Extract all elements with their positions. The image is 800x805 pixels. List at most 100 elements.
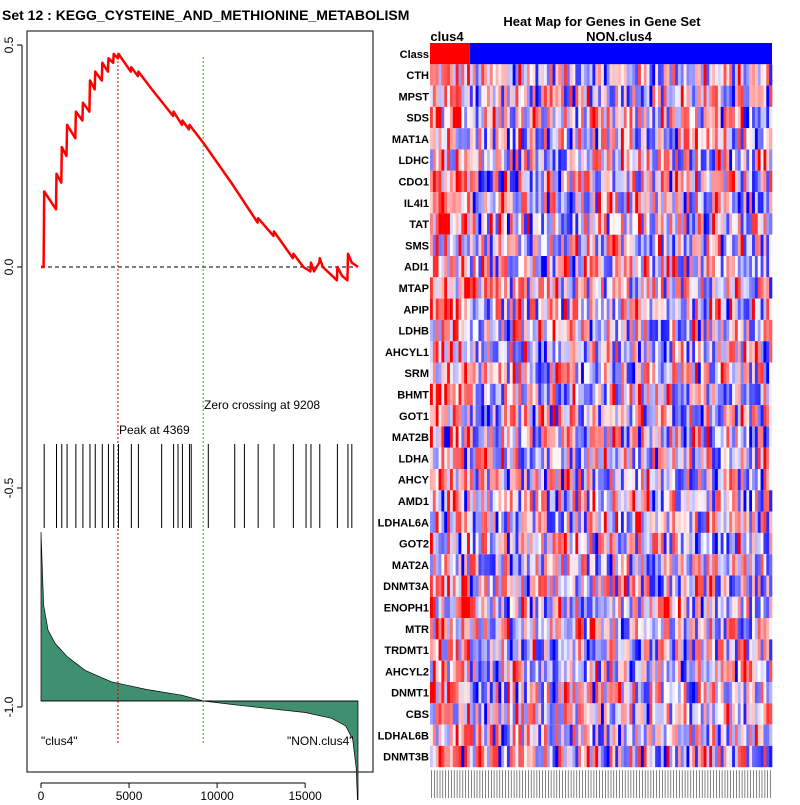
heatmap-cell [552,682,556,704]
heatmap-cell [504,724,508,746]
heatmap-cell [515,745,519,768]
heatmap-cell [712,64,716,86]
heatmap-cell [615,277,619,299]
heatmap-cell [683,319,687,342]
heatmap-cell [467,234,471,256]
heatmap-cell [472,362,476,384]
heatmap-cell [757,554,761,576]
heatmap-cell [535,64,539,86]
heatmap-cell [655,745,659,768]
heatmap-cell [752,532,756,555]
heatmap-cell [658,596,662,619]
heatmap-cell [623,192,627,214]
heatmap-cell [623,277,627,299]
heatmap-cell [432,277,436,299]
heatmap-cell [677,745,682,768]
heatmap-cell [478,319,482,342]
heatmap-cell [583,319,588,342]
heatmap-cell [583,170,588,193]
heatmap-cell [478,745,482,768]
heatmap-cell [464,405,468,427]
heatmap-cell [612,724,616,746]
heatmap-cell [452,234,456,256]
heatmap-cell [734,596,739,619]
heatmap-cell [618,724,622,746]
heatmap-cell [720,703,724,725]
heatmap-cell [524,170,528,193]
heatmap-cell [498,170,502,193]
heatmap-cell [697,256,702,278]
heatmap-cell [615,724,619,746]
heatmap-cell [609,362,613,384]
heatmap-cell [532,639,536,661]
heatmap-cell [595,447,599,469]
heatmap-cell [720,490,724,512]
heatmap-cell [686,724,690,746]
heatmap-cell [495,192,499,214]
heatmap-cell [689,532,693,555]
heatmap-cell [464,149,468,171]
heatmap-cell [620,724,625,746]
heatmap-cell [749,469,753,491]
heatmap-cell [632,682,636,704]
heatmap-cell [695,277,699,299]
heatmap-cell [549,682,553,704]
heatmap-cell [683,383,687,406]
heatmap-cell [583,405,588,427]
heatmap-cell [737,213,741,235]
heatmap-cell [452,469,456,491]
heatmap-cell [518,639,522,661]
heatmap-cell [555,362,559,384]
heatmap-cell [552,277,556,299]
heatmap-cell [615,234,619,256]
heatmap-cell [734,213,739,235]
heatmap-cell [643,213,647,235]
heatmap-cell [763,383,767,406]
heatmap-cell [487,724,491,746]
heatmap-cell [438,256,442,278]
heatmap-cell [484,85,488,107]
heatmap-cell [669,85,673,107]
heatmap-cell [712,682,716,704]
heatmap-cell [515,341,519,363]
heatmap-cell [686,192,690,214]
heatmap-cell [601,383,605,406]
heatmap-cell [447,277,451,299]
heatmap-cell [538,64,542,86]
heatmap-cell [544,277,548,299]
heatmap-cell [732,405,736,427]
heatmap-cell [626,639,630,661]
gene-label: SDS [406,113,429,125]
heatmap-cell [555,745,559,768]
heatmap-cell [643,170,647,193]
heatmap-cell [509,298,513,320]
heatmap-cell [504,639,508,661]
heatmap-cell [715,149,719,171]
heatmap-cell [521,341,525,363]
heatmap-cell [649,234,653,256]
heatmap-cell [649,362,653,384]
heatmap-cell [720,192,724,214]
heatmap-cell [589,213,593,235]
heatmap-cell [680,682,684,704]
heatmap-cell [464,128,468,150]
heatmap-cell [432,682,436,704]
heatmap-cell [518,724,522,746]
heatmap-cell [740,724,744,746]
heatmap-cell [715,298,719,320]
heatmap-cell [501,490,505,512]
heatmap-cell [663,554,667,576]
ranked-metric-area [40,531,359,805]
heatmap-cell [632,405,636,427]
heatmap-cell [569,192,573,214]
heatmap-cell [532,426,536,448]
heatmap-cell [492,106,496,129]
heatmap-cell [575,575,579,597]
heatmap-group-label-clus4: clus4 [430,29,464,44]
heatmap-cell [618,405,622,427]
heatmap-cell [475,682,479,704]
heatmap-cell [461,106,465,129]
heatmap-cell [658,64,662,86]
heatmap-cell [612,511,616,533]
heatmap-cell [464,490,468,512]
